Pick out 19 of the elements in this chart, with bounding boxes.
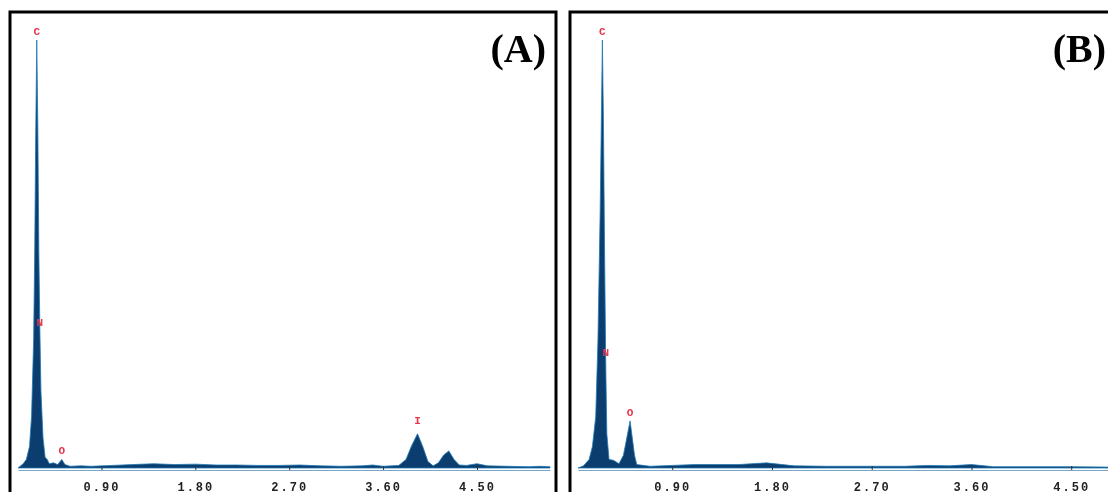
- x-tick-label: 0.90: [654, 481, 692, 492]
- x-tick-label: 2.70: [271, 481, 309, 492]
- annotation: N: [602, 347, 610, 359]
- annotation: O: [626, 406, 634, 419]
- annotation: I: [414, 415, 421, 428]
- x-tick-label: 4.50: [459, 481, 496, 492]
- x-tick-label: 1.80: [754, 481, 791, 492]
- chart-title: (B): [1052, 26, 1106, 71]
- x-tick-label: 1.80: [177, 481, 215, 492]
- annotation: N: [36, 317, 44, 330]
- x-tick-label: 3.60: [365, 481, 402, 492]
- chart-title: (A): [490, 26, 546, 71]
- annotation: O: [58, 445, 66, 458]
- x-tick-label: 4.50: [1053, 481, 1091, 492]
- x-tick-label: 0.90: [83, 481, 121, 492]
- annotation: C: [33, 26, 41, 38]
- x-tick-label: 2.70: [853, 481, 891, 492]
- annotation: C: [599, 26, 607, 38]
- x-tick-label: 3.60: [953, 481, 991, 492]
